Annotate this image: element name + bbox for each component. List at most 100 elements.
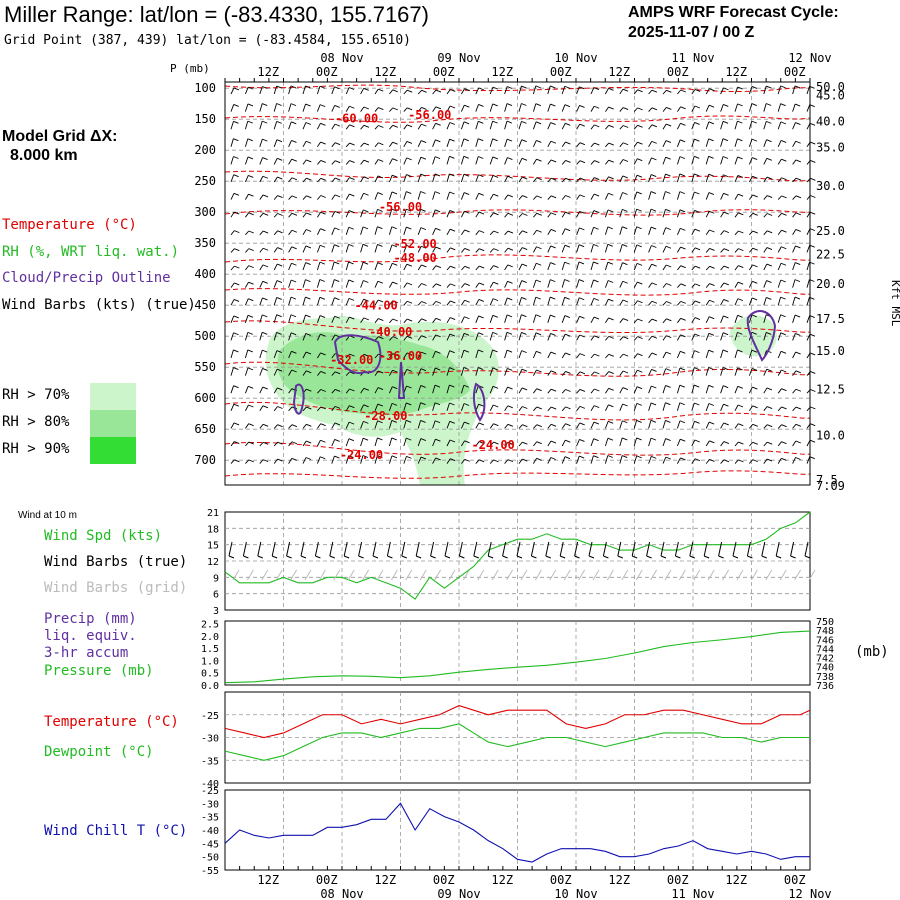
wind-barb-flag — [306, 177, 312, 181]
pressure-tick-label: 550 — [194, 360, 216, 374]
wind-barb-flag — [478, 174, 484, 178]
wind-barb-flag — [623, 336, 629, 340]
wind-barb — [590, 160, 595, 165]
surface-wind-barb — [602, 541, 607, 557]
wind-barb — [432, 123, 437, 130]
wind-barb — [245, 441, 250, 447]
wind-barb — [302, 195, 307, 200]
wind-barb — [460, 192, 465, 200]
wind-barb — [360, 125, 365, 130]
wind-barb — [316, 333, 321, 341]
bottom-hour-label: 12Z — [725, 873, 747, 887]
wind-barb-flag — [276, 85, 282, 89]
wind-barb-flag — [421, 283, 427, 286]
wind-barb — [734, 248, 739, 253]
wind-barb-flag — [550, 279, 556, 283]
wind-barb — [345, 227, 350, 235]
grid-wind-barb — [390, 569, 398, 581]
wind-barb-flag — [334, 194, 341, 198]
surface-wind-barb — [703, 541, 708, 557]
wind-barb-flag — [679, 420, 686, 424]
wind-barb-flag — [694, 458, 701, 462]
wind-barb-flag — [666, 264, 672, 268]
wind-barb — [460, 385, 465, 394]
wind-barb-flag — [233, 211, 240, 215]
wind-barb — [691, 283, 696, 288]
wind-barb — [345, 335, 350, 341]
wind-barb — [259, 368, 263, 376]
wind-barb — [576, 439, 580, 447]
wind-barb-flag — [334, 297, 340, 301]
surface-wind-barb-flag — [704, 555, 710, 559]
wind-barb — [518, 458, 523, 464]
wind-barb-flag — [738, 265, 744, 269]
wind-barb-flag — [622, 262, 628, 266]
wind-barb-flag — [723, 422, 729, 426]
wind-barb — [705, 367, 710, 376]
wind-barb — [763, 121, 767, 130]
wind-barb — [244, 103, 249, 112]
wind-barb — [316, 104, 321, 112]
wind-barb — [374, 420, 378, 429]
wind-barb-flag — [291, 246, 297, 250]
wind-barb — [777, 177, 782, 183]
surface-wind-barb — [574, 541, 579, 557]
wind-barb — [259, 120, 263, 130]
wind-barb-flag — [665, 140, 672, 143]
wind-barb — [417, 173, 422, 183]
wind-barb — [705, 211, 710, 218]
pressure-tick-label: 600 — [194, 391, 216, 405]
wind-barb-flag — [694, 155, 700, 159]
grid-wind-barb — [275, 569, 283, 581]
wind-barb-flag — [522, 458, 528, 462]
wind-barb-flag — [507, 194, 514, 198]
wind-barb — [388, 386, 393, 394]
wind-barb — [504, 332, 508, 341]
wind-barb — [533, 458, 537, 464]
wind-barb — [590, 244, 594, 253]
wind-barb — [676, 209, 681, 218]
wind-barb — [489, 138, 494, 147]
wind-barb-flag — [578, 261, 585, 265]
wind-barb-flag — [277, 441, 283, 445]
wind-chill-frame — [224, 789, 811, 871]
surface-wind-barb-flag — [531, 555, 537, 559]
wind-barb-flag — [550, 314, 556, 318]
wind-barb — [763, 103, 767, 112]
wind-barb — [259, 405, 264, 412]
wind-barb — [475, 385, 479, 394]
wind-barb — [244, 367, 249, 376]
forecast-cycle: AMPS WRF Forecast Cycle: 2025-11-07 / 00… — [628, 3, 839, 43]
wind-barb-flag — [579, 422, 585, 426]
wind-barb — [777, 229, 782, 236]
wind-barb-flag — [536, 350, 542, 354]
surface-wind-barb — [401, 541, 406, 557]
wind-barb — [489, 265, 494, 271]
wind-barb-flag — [435, 334, 441, 338]
wind-barb-flag — [781, 177, 787, 181]
wind-chill-tick-label: -55 — [201, 866, 219, 877]
wind-barb-flag — [233, 299, 240, 302]
wind-barb-flag — [622, 88, 629, 92]
wind-barb — [691, 173, 695, 183]
wind-barb — [734, 404, 739, 412]
kft-tick-label: 7.09 — [816, 479, 845, 493]
wind-barb — [489, 298, 494, 306]
pressure-tick-label: 736 — [816, 681, 834, 692]
wind-barb-flag — [449, 155, 455, 159]
wind-barb — [360, 438, 364, 447]
grid-wind-barb — [520, 569, 528, 581]
wind-barb-flag — [694, 420, 700, 424]
wind-barb-flag — [290, 279, 297, 283]
surface-wind-barb-flag — [228, 555, 235, 559]
kft-tick-label: 25.0 — [816, 224, 845, 238]
wind-barb — [432, 173, 436, 183]
wind-barb-flag — [449, 420, 455, 424]
wind-barb-flag — [679, 173, 685, 177]
wind-barb — [705, 265, 710, 271]
surface-wind-barb-flag — [372, 555, 379, 559]
wind-barb-flag — [795, 333, 801, 336]
grid-wind-barb — [261, 569, 269, 581]
wind-barb — [360, 159, 365, 165]
wind-barb — [244, 138, 249, 147]
